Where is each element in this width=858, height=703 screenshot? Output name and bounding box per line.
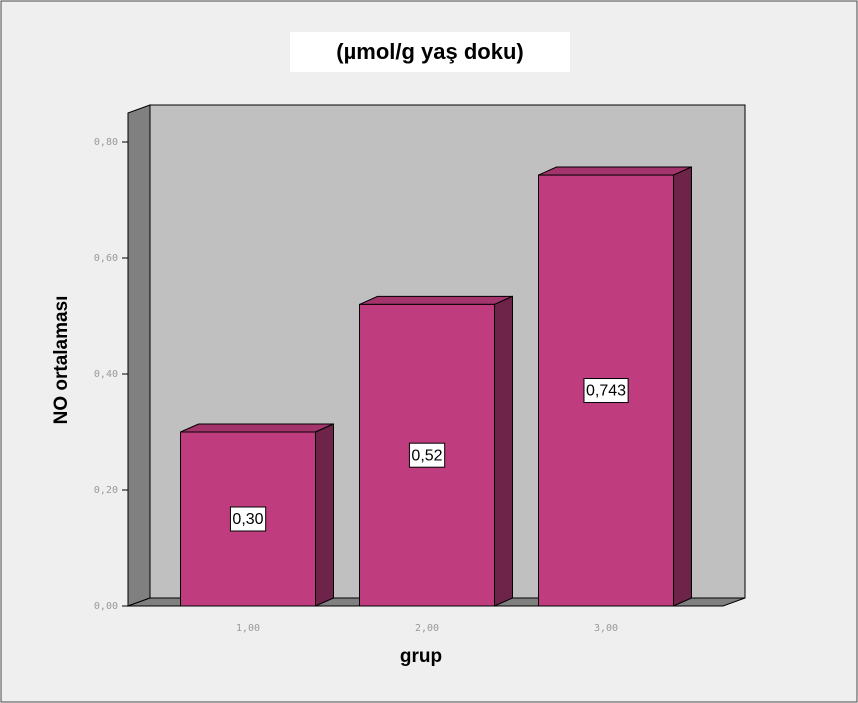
bar-top [538, 166, 692, 176]
chart-title: (µmol/g yaş doku) [336, 39, 523, 64]
value-label: 0,743 [586, 383, 626, 400]
value-label: 0,52 [411, 447, 442, 464]
bar-top [359, 295, 513, 305]
x-axis-label: grup [400, 646, 442, 667]
bar-top [180, 423, 334, 433]
x-tick-label: 2,00 [415, 623, 439, 634]
bar [359, 303, 495, 607]
value-label-box [583, 378, 629, 404]
y-tick-label: 0,60 [94, 253, 118, 264]
bar-side [494, 295, 513, 607]
y-tick-label: 0,00 [94, 601, 118, 612]
y-tick-label: 0,80 [94, 137, 118, 148]
value-label-box [408, 442, 446, 468]
x-tick-label: 3,00 [594, 623, 618, 634]
side-wall [127, 104, 151, 607]
bar-side [315, 423, 334, 607]
title-box [290, 32, 570, 72]
value-label: 0,30 [232, 511, 263, 528]
value-label-box [229, 506, 267, 532]
y-tick-label: 0,40 [94, 369, 118, 380]
x-tick-label: 1,00 [236, 623, 260, 634]
bar-side [673, 166, 692, 607]
y-axis-label: NO ortalaması [51, 296, 72, 425]
y-tick-label: 0,20 [94, 485, 118, 496]
